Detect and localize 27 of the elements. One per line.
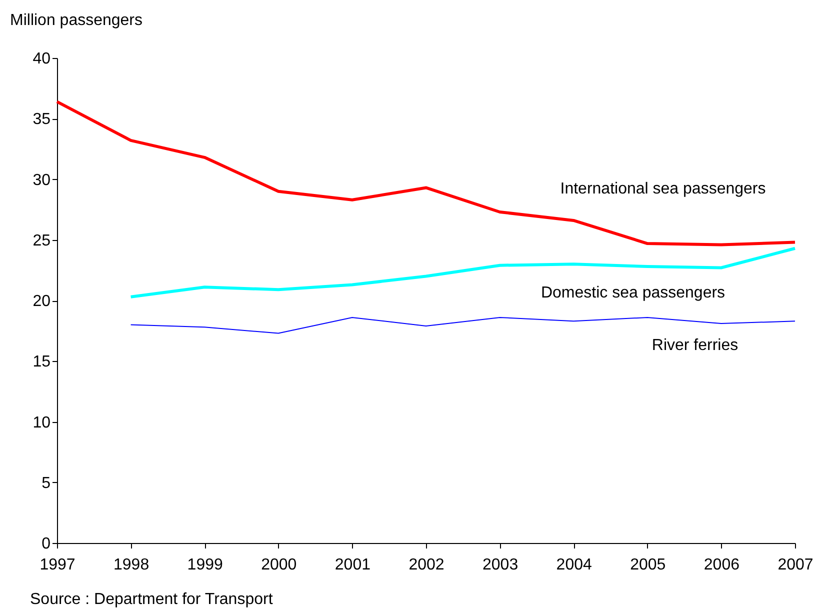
y-tick-label: 25 bbox=[32, 232, 51, 250]
source-note: Source : Department for Transport bbox=[30, 591, 274, 608]
y-tick-label: 0 bbox=[42, 536, 51, 552]
x-tick-label: 2003 bbox=[482, 556, 518, 574]
y-tick-label: 15 bbox=[32, 354, 51, 371]
series-label: International sea passengers bbox=[560, 180, 766, 198]
x-tick-label: 2007 bbox=[778, 556, 814, 574]
x-tick-label: 1998 bbox=[114, 556, 150, 574]
line-series bbox=[130, 316, 796, 334]
line-series bbox=[56, 100, 796, 246]
x-tick-label: 2004 bbox=[556, 556, 592, 574]
x-tick-label: 1997 bbox=[40, 556, 76, 574]
y-tick-label: 30 bbox=[32, 172, 51, 189]
y-tick-label: 20 bbox=[32, 293, 51, 310]
series-label: Domestic sea passengers bbox=[540, 284, 726, 302]
y-tick-label: 40 bbox=[32, 50, 51, 68]
x-tick-label: 2001 bbox=[334, 556, 371, 574]
x-tick-label: 2006 bbox=[704, 556, 740, 574]
x-tick-label: 1999 bbox=[187, 556, 223, 574]
series-label: River ferries bbox=[652, 337, 738, 354]
y-tick-label: 35 bbox=[32, 111, 51, 128]
x-tick-label: 2002 bbox=[408, 556, 444, 574]
y-axis-title: Million passengers bbox=[10, 12, 143, 29]
y-tick-label: 10 bbox=[32, 414, 51, 432]
x-tick-label: 2005 bbox=[630, 556, 666, 574]
x-tick-label: 2000 bbox=[261, 556, 297, 574]
y-tick-label: 5 bbox=[42, 474, 51, 492]
